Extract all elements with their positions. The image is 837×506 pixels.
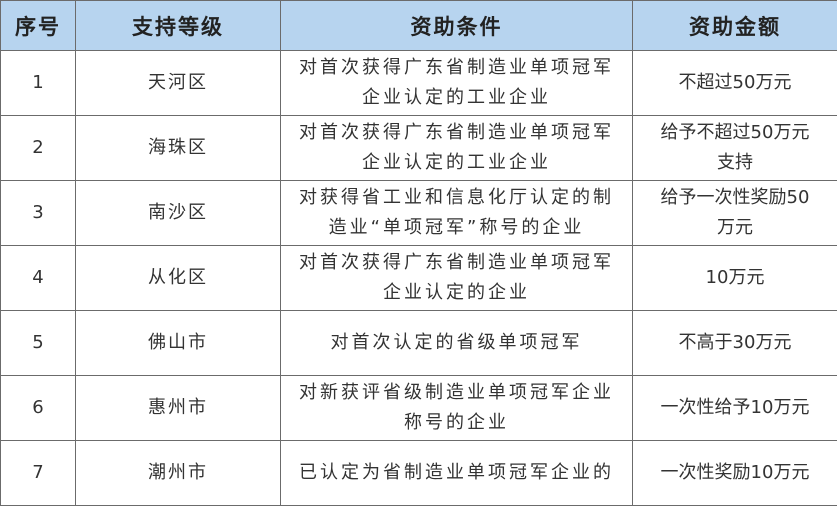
table-row: 5 佛山市 对首次认定的省级单项冠军 不高于30万元 [0, 310, 837, 376]
table-cell: 5 [0, 310, 76, 376]
cell-line: 南沙区 [148, 202, 208, 223]
table-row: 2 海珠区 对首次获得广东省制造业单项冠军 企业认定的工业企业 给予不超过50万元 支持 [0, 115, 837, 181]
table-row: 1 天河区 对首次获得广东省制造业单项冠军 企业认定的工业企业 不超过50万元 [0, 50, 837, 116]
cell-line: 5 [32, 332, 44, 353]
cell-line: 一次性奖励10万元 [660, 462, 810, 483]
table-cell: 一次性给予10万元 [632, 375, 837, 441]
table-cell: 1 [0, 50, 76, 116]
cell-line: 不高于30万元 [678, 332, 792, 353]
table-cell: 对新获评省级制造业单项冠军企业 称号的企业 [280, 375, 633, 441]
cell-line: 企业认定的工业企业 [362, 87, 551, 108]
cell-line: 对首次获得广东省制造业单项冠军 [299, 252, 614, 273]
cell-line: 支持 [717, 152, 753, 173]
cell-line: 4 [32, 267, 44, 288]
table-body: 1 天河区 对首次获得广东省制造业单项冠军 企业认定的工业企业 不超过50万元 2 海珠区对… [0, 50, 837, 506]
table-row: 3 南沙区 对获得省工业和信息化厅认定的制 造业“单项冠军”称号的企业 给予一次性奖励5… [0, 180, 837, 246]
cell-line: 从化区 [148, 267, 208, 288]
table-cell: 对首次获得广东省制造业单项冠军 企业认定的工业企业 [280, 115, 633, 181]
table-cell: 佛山市 [75, 310, 281, 376]
cell-line: 天河区 [148, 72, 208, 93]
cell-line: 造业“单项冠军”称号的企业 [328, 217, 585, 238]
cell-line: 一次性给予10万元 [660, 397, 810, 418]
cell-line: 7 [32, 462, 44, 483]
table-cell: 潮州市 [75, 440, 281, 506]
cell-line: 给予不超过50万元 [660, 122, 810, 143]
cell-line: 已认定为省制造业单项冠军企业的 [299, 462, 614, 483]
header-cell: 资助金额 [632, 0, 837, 51]
cell-line: 企业认定的工业企业 [362, 152, 551, 173]
table-cell: 惠州市 [75, 375, 281, 441]
cell-line: 给予一次性奖励50 [660, 187, 810, 208]
table-cell: 天河区 [75, 50, 281, 116]
table-cell: 已认定为省制造业单项冠军企业的 [280, 440, 633, 506]
table-cell: 7 [0, 440, 76, 506]
table-cell: 10万元 [632, 245, 837, 311]
table-cell: 海珠区 [75, 115, 281, 181]
table-cell: 不超过50万元 [632, 50, 837, 116]
cell-line: 万元 [717, 217, 753, 238]
table-cell: 6 [0, 375, 76, 441]
cell-line: 2 [32, 137, 44, 158]
cell-line: 1 [32, 72, 44, 93]
cell-line: 对首次认定的省级单项冠军 [330, 332, 583, 353]
table-cell: 4 [0, 245, 76, 311]
table-row: 6 惠州市 对新获评省级制造业单项冠军企业 称号的企业 一次性给予10万元 [0, 375, 837, 441]
cell-line: 企业认定的企业 [383, 282, 530, 303]
header-cell: 序号 [0, 0, 76, 51]
header-cell: 支持等级 [75, 0, 281, 51]
cell-line: 称号的企业 [404, 412, 509, 433]
table-cell: 2 [0, 115, 76, 181]
table-cell: 3 [0, 180, 76, 246]
header-row: 序号 支持等级 资助条件 资助金额 [0, 0, 837, 51]
cell-line: 对首次获得广东省制造业单项冠军 [299, 57, 614, 78]
table-cell: 给予不超过50万元 支持 [632, 115, 837, 181]
table-cell: 给予一次性奖励50 万元 [632, 180, 837, 246]
cell-line: 海珠区 [148, 137, 208, 158]
cell-line: 对首次获得广东省制造业单项冠军 [299, 122, 614, 143]
cell-line: 对获得省工业和信息化厅认定的制 [299, 187, 614, 208]
cell-line: 不超过50万元 [678, 72, 792, 93]
cell-line: 惠州市 [148, 397, 208, 418]
cell-line: 佛山市 [148, 332, 208, 353]
cell-line: 潮州市 [148, 462, 208, 483]
cell-line: 10万元 [705, 267, 765, 288]
table-cell: 对首次获得广东省制造业单项冠军 企业认定的工业企业 [280, 50, 633, 116]
table-cell: 从化区 [75, 245, 281, 311]
table-cell: 不高于30万元 [632, 310, 837, 376]
cell-line: 3 [32, 202, 44, 223]
header-cell: 资助条件 [280, 0, 633, 51]
table-cell: 对获得省工业和信息化厅认定的制 造业“单项冠军”称号的企业 [280, 180, 633, 246]
table-cell: 对首次认定的省级单项冠军 [280, 310, 633, 376]
table-cell: 一次性奖励10万元 [632, 440, 837, 506]
cell-line: 对新获评省级制造业单项冠军企业 [299, 382, 614, 403]
table-row: 4 从化区 对首次获得广东省制造业单项冠军 企业认定的企业 10万元 [0, 245, 837, 311]
cell-line: 6 [32, 397, 44, 418]
table-row: 7 潮州市 已认定为省制造业单项冠军企业的 一次性奖励10万元 [0, 440, 837, 506]
table-cell: 对首次获得广东省制造业单项冠军 企业认定的企业 [280, 245, 633, 311]
table-cell: 南沙区 [75, 180, 281, 246]
